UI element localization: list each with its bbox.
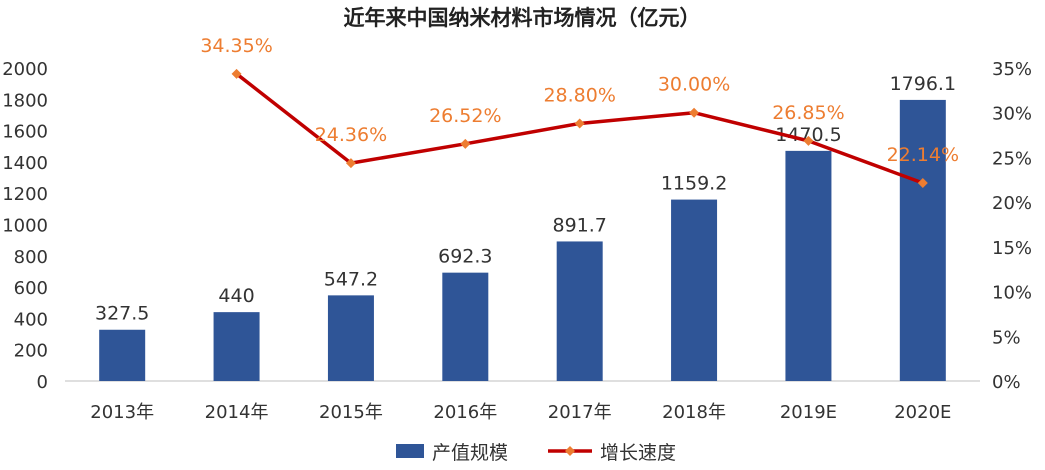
legend-swatch-marker <box>565 446 575 456</box>
y-left-tick-label: 600 <box>14 278 48 299</box>
line-data-label: 22.14% <box>887 144 959 166</box>
bar <box>785 150 832 381</box>
y-left-tick-label: 400 <box>14 309 48 330</box>
bar-data-label: 891.7 <box>552 214 606 236</box>
y-left-tick-label: 0 <box>37 372 48 393</box>
x-tick-label: 2013年 <box>90 402 154 423</box>
plot-area: 0 200 400 600 800 1000 1200 1400 1600 1800 2000 0% 5… <box>2 35 1032 423</box>
y-right-tick-label: 35% <box>992 59 1032 80</box>
y-left-tick-label: 1000 <box>2 216 48 237</box>
y-left-tick-label: 1600 <box>2 122 48 143</box>
chart-title: 近年来中国纳米材料市场情况（亿元） <box>344 6 701 30</box>
y-right-tick-label: 25% <box>992 148 1032 169</box>
y-left-tick-label: 1200 <box>2 184 48 205</box>
x-tick-label: 2020E <box>894 402 951 423</box>
line-marker <box>803 135 814 146</box>
line-data-label: 24.36% <box>315 124 387 146</box>
line-marker <box>917 178 928 189</box>
y-right-tick-label: 10% <box>992 283 1032 304</box>
legend-label-line: 增长速度 <box>600 442 676 464</box>
y-left-tick-label: 1400 <box>2 153 48 174</box>
bar <box>899 99 946 382</box>
x-tick-label: 2018年 <box>662 402 726 423</box>
x-tick-label: 2019E <box>780 402 837 423</box>
line-data-label: 26.52% <box>429 105 501 127</box>
bar-data-label: 1159.2 <box>661 173 727 195</box>
y-right-tick-label: 5% <box>992 327 1021 348</box>
line-marker <box>689 107 700 118</box>
bar <box>99 329 146 381</box>
line-data-label: 26.85% <box>772 102 844 124</box>
x-tick-label: 2016年 <box>433 402 497 423</box>
bar <box>213 312 260 381</box>
bar <box>671 199 718 381</box>
bar-data-label: 692.3 <box>438 246 492 268</box>
bar-data-label: 1796.1 <box>890 73 956 95</box>
y-left-tick-label: 2000 <box>2 59 48 80</box>
bar <box>442 272 489 381</box>
line-data-label: 28.80% <box>543 84 615 106</box>
line-marker <box>345 158 356 169</box>
legend: 产值规模 增长速度 <box>396 442 676 464</box>
line-marker <box>574 118 585 129</box>
y-right-tick-label: 15% <box>992 238 1032 259</box>
bar-data-label: 440 <box>218 285 254 307</box>
legend-swatch-bar <box>396 444 424 458</box>
y-left-tick-label: 1800 <box>2 90 48 111</box>
y-right-tick-label: 20% <box>992 193 1032 214</box>
bar <box>556 241 603 381</box>
bar <box>327 295 374 381</box>
y-left-tick-label: 200 <box>14 341 48 362</box>
x-tick-label: 2014年 <box>205 402 269 423</box>
line-marker <box>460 138 471 149</box>
line-data-label: 30.00% <box>658 74 730 96</box>
bar-data-label: 327.5 <box>95 303 149 325</box>
line-data-label: 34.35% <box>200 35 272 57</box>
y-right-tick-label: 30% <box>992 104 1032 125</box>
x-tick-label: 2015年 <box>319 402 383 423</box>
y-left-tick-label: 800 <box>14 247 48 268</box>
y-right-tick-label: 0% <box>992 372 1021 393</box>
line-marker <box>231 68 242 79</box>
x-tick-label: 2017年 <box>548 402 612 423</box>
legend-label-bar: 产值规模 <box>432 442 508 464</box>
bar-data-label: 1470.5 <box>775 124 841 146</box>
bar-data-label: 547.2 <box>324 268 378 290</box>
